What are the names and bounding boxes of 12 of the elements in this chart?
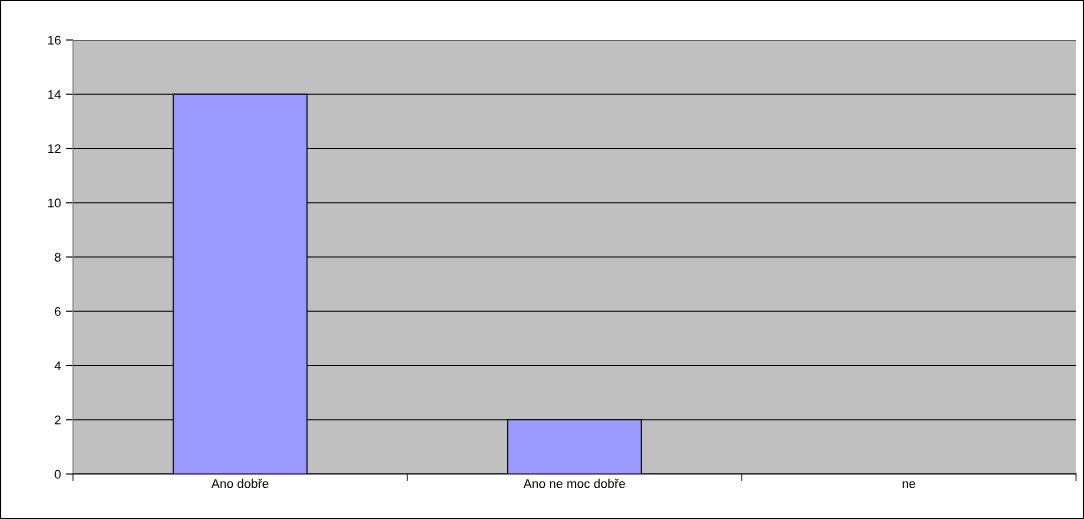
y-tick-label: 0 [54,469,61,479]
y-tick-label: 6 [54,307,61,316]
y-tick-label: 4 [54,361,61,371]
y-tick-label: 16 [48,35,61,45]
y-tick-label: 12 [48,144,61,154]
y-tick-label: 10 [48,198,61,208]
y-tick-label: 14 [48,90,61,99]
y-tick-label: 2 [54,415,61,425]
x-tick-label: Ano ne moc dobře [523,478,626,489]
x-tick-label: Ano dobře [211,478,269,489]
x-tick-label: ne [902,481,916,489]
y-tick-label: 8 [54,252,61,262]
